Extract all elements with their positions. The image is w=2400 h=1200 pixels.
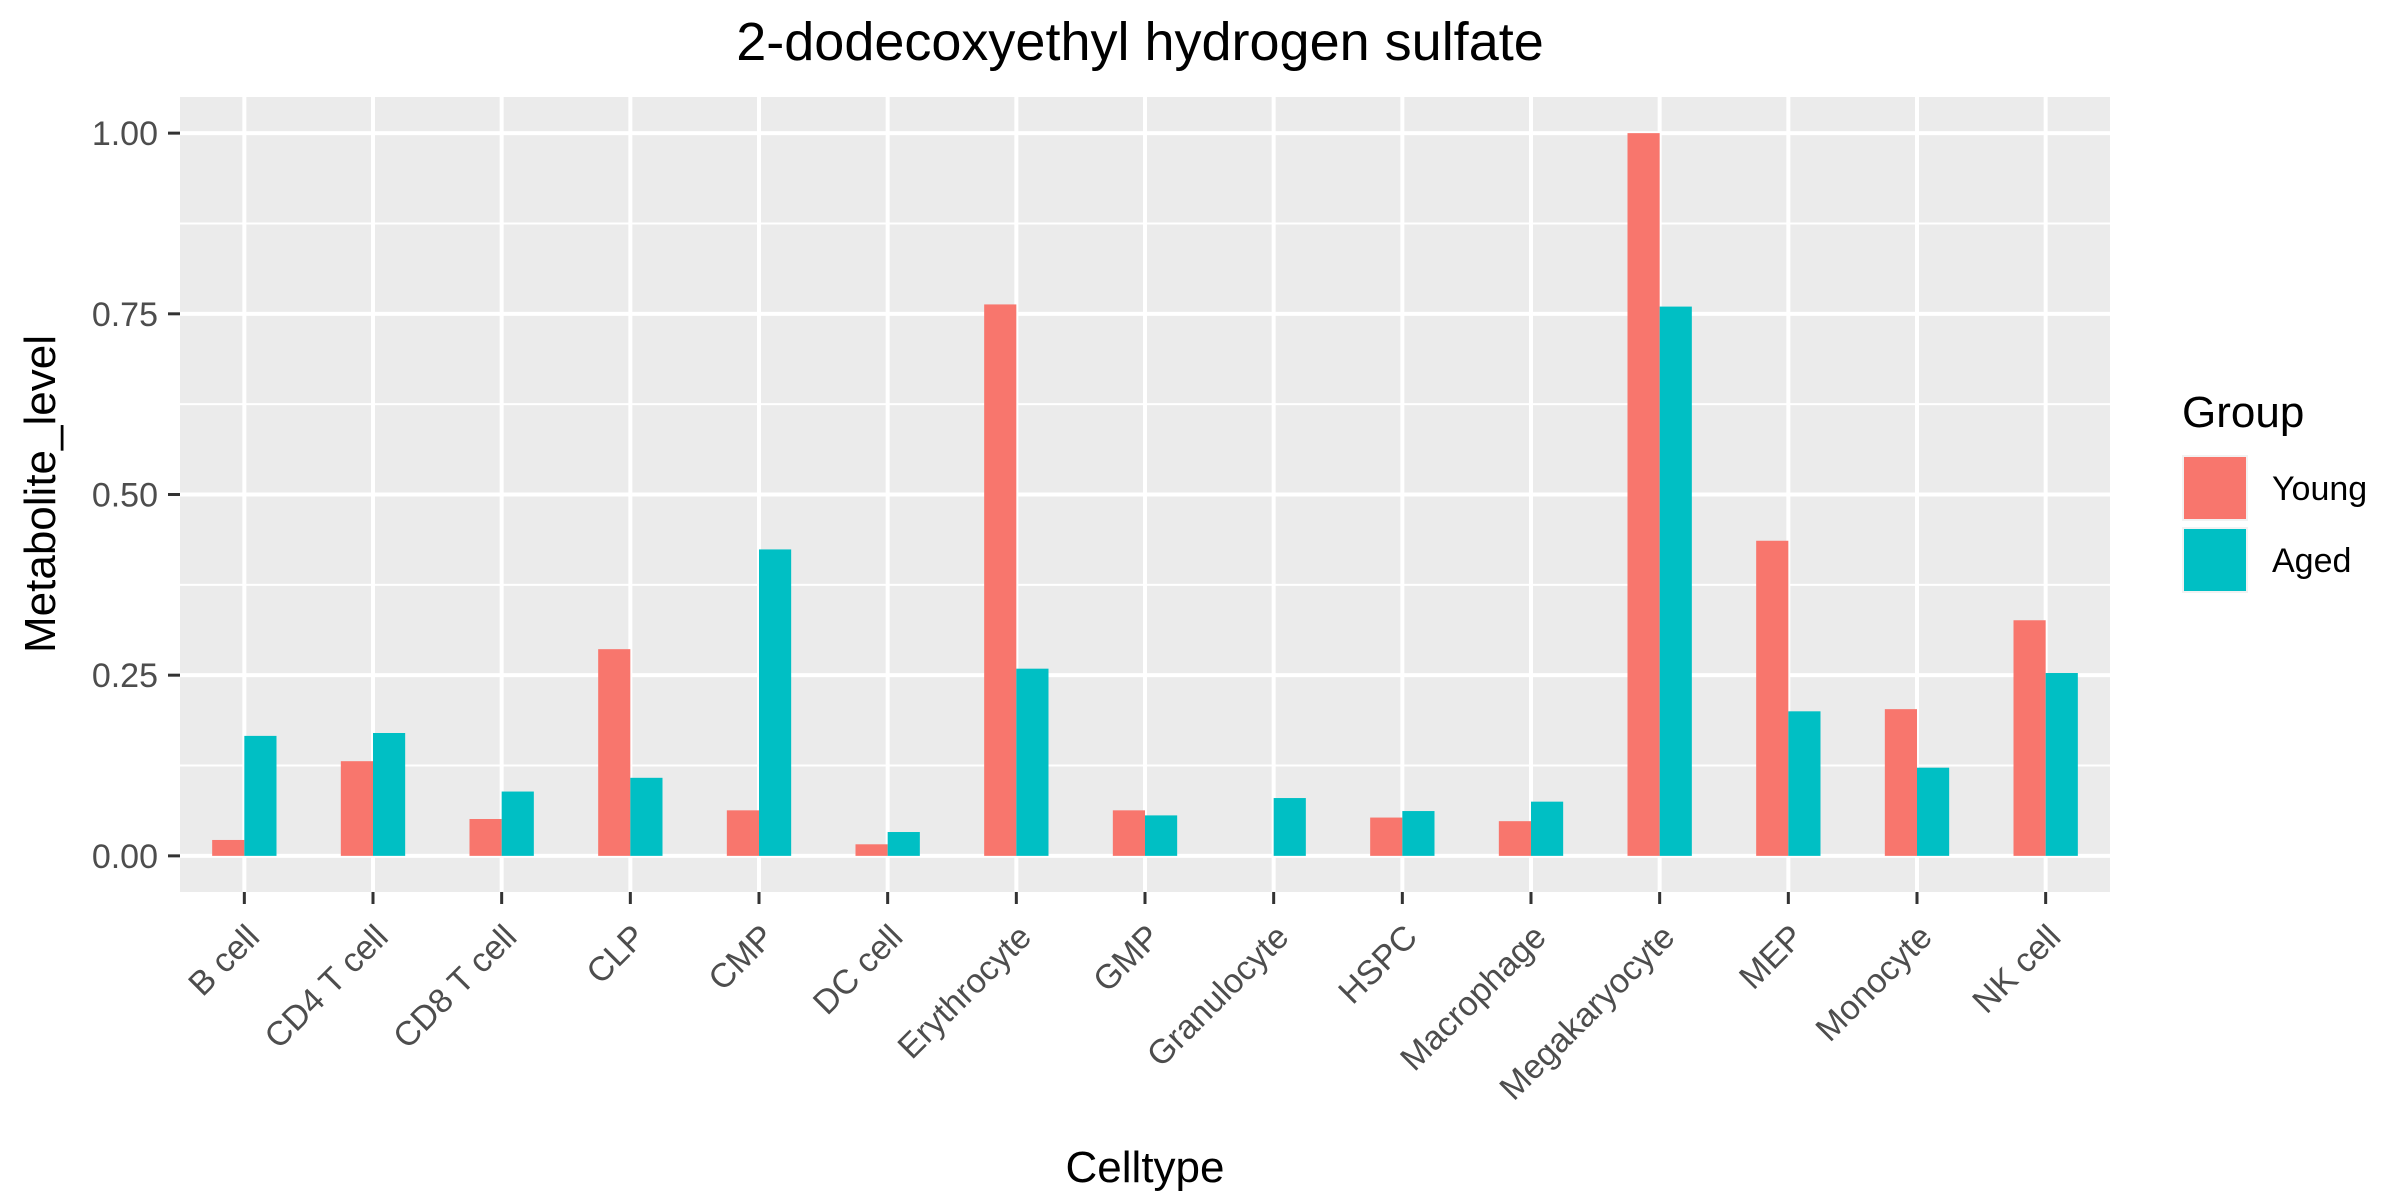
legend-label-aged: Aged [2272, 542, 2351, 580]
x-tick-label: Monocyte [1809, 918, 1940, 1049]
bar-aged [1917, 767, 1950, 856]
x-tick-label: Erythrocyte [891, 918, 1039, 1066]
y-axis: 0.00 0.25 0.50 0.75 1.00 [92, 115, 180, 876]
bar-young [212, 839, 245, 856]
bar-young [984, 304, 1017, 856]
x-tick-label: CMP [701, 918, 781, 998]
bar-aged [1016, 668, 1049, 856]
x-tick-label: DC cell [806, 918, 910, 1022]
y-tick-label: 0.00 [92, 838, 158, 876]
x-tick-label: CD4 T cell [257, 918, 395, 1056]
x-tick-label: HSPC [1331, 918, 1425, 1012]
y-tick-label: 0.75 [92, 296, 158, 334]
bar-young [1627, 133, 1660, 856]
chart-title: 2-dodecoxyethyl hydrogen sulfate [736, 12, 1544, 72]
bar-young [2013, 620, 2046, 856]
x-tick-label: CD8 T cell [386, 918, 524, 1056]
bar-young [726, 810, 759, 856]
bar-aged [373, 733, 406, 856]
legend-swatch-young [2184, 457, 2246, 519]
bar-young [855, 844, 888, 856]
bar-aged [1659, 306, 1692, 856]
bar-young [1112, 810, 1145, 856]
bar-aged [2045, 673, 2078, 856]
bar-young [1498, 821, 1531, 856]
bar-aged [1273, 798, 1306, 856]
legend-label-young: Young [2272, 470, 2367, 508]
x-tick-label: CLP [579, 918, 653, 992]
x-axis-title: Celltype [1066, 1143, 1225, 1192]
bar-aged [1145, 815, 1178, 856]
bar-aged [887, 832, 920, 856]
legend-title: Group [2182, 388, 2304, 437]
bar-young [1884, 709, 1917, 856]
x-tick-label: NK cell [1965, 918, 2068, 1021]
x-tick-label: GMP [1086, 918, 1168, 1000]
bar-aged [501, 791, 534, 856]
bar-aged [1402, 811, 1435, 856]
x-tick-label: B cell [181, 918, 267, 1004]
bars [212, 133, 2078, 856]
bar-young [1370, 817, 1403, 856]
y-tick-label: 1.00 [92, 115, 158, 153]
legend: Group Young Aged [2182, 388, 2367, 593]
y-tick-label: 0.50 [92, 477, 158, 515]
x-tick-label: MEP [1732, 918, 1811, 997]
bar-aged [1531, 801, 1564, 856]
y-axis-title: Metabolite_level [16, 335, 65, 653]
bar-young [469, 819, 502, 856]
bar-aged [244, 735, 277, 856]
bar-young [598, 649, 631, 856]
y-tick-label: 0.25 [92, 657, 158, 695]
bar-young [1756, 540, 1789, 856]
bar-young [340, 761, 373, 856]
bar-aged [630, 777, 663, 856]
bar-aged [759, 549, 792, 856]
legend-swatch-aged [2184, 529, 2246, 591]
bar-aged [1788, 711, 1821, 856]
